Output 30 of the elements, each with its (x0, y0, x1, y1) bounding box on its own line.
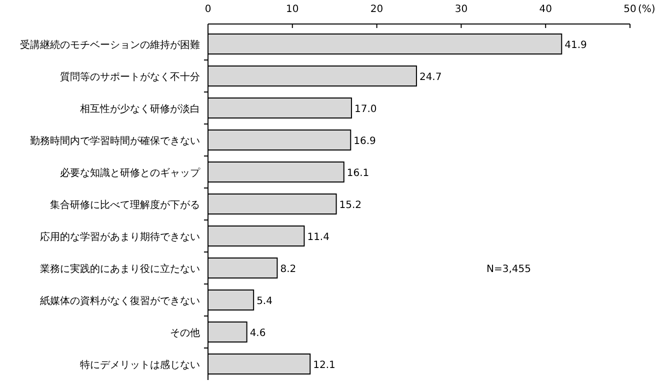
data-label: 11.4 (307, 232, 330, 243)
y-tick-label: 特にデメリットは感じない (80, 359, 200, 371)
y-tick-label: 受講継続のモチベーションの維持が困難 (20, 39, 200, 51)
x-axis-title: (%) (638, 4, 656, 15)
x-tick-label: 40 (539, 4, 552, 15)
data-label: 41.9 (564, 40, 587, 51)
data-label: 4.6 (250, 328, 266, 339)
data-label: 16.1 (346, 168, 370, 179)
data-label: 12.1 (313, 360, 336, 371)
data-label: 17.0 (354, 104, 377, 115)
data-label: 8.2 (280, 264, 296, 275)
y-tick-label: 集合研修に比べて理解度が下がる (50, 199, 200, 211)
data-label: 24.7 (419, 72, 442, 83)
data-label: 16.9 (354, 136, 376, 147)
x-tick-label: 20 (370, 4, 384, 15)
x-tick-label: 30 (454, 4, 468, 15)
y-tick-label: 必要な知識と研修とのギャップ (60, 167, 201, 179)
x-tick-label: 10 (286, 4, 299, 15)
y-tick-label: その他 (170, 327, 200, 339)
y-tick-label: 業務に実践的にあまり役に立たない (40, 263, 200, 275)
x-tick-label: 0 (204, 4, 212, 15)
y-tick-label: 質問等のサポートがなく不十分 (60, 71, 200, 83)
data-label: 5.4 (256, 296, 272, 307)
y-tick-label: 相互性が少なく研修が淡白 (80, 103, 200, 115)
annotation: N=3,455 (486, 264, 532, 275)
data-label: 15.2 (339, 200, 362, 211)
y-tick-label: 応用的な学習があまり期待できない (40, 231, 200, 243)
x-tick-label: 50 (624, 4, 636, 15)
y-tick-label: 紙媒体の資料がなく復習ができない (40, 295, 200, 307)
y-tick-label: 勤務時間内で学習時間が確保できない (30, 135, 200, 147)
